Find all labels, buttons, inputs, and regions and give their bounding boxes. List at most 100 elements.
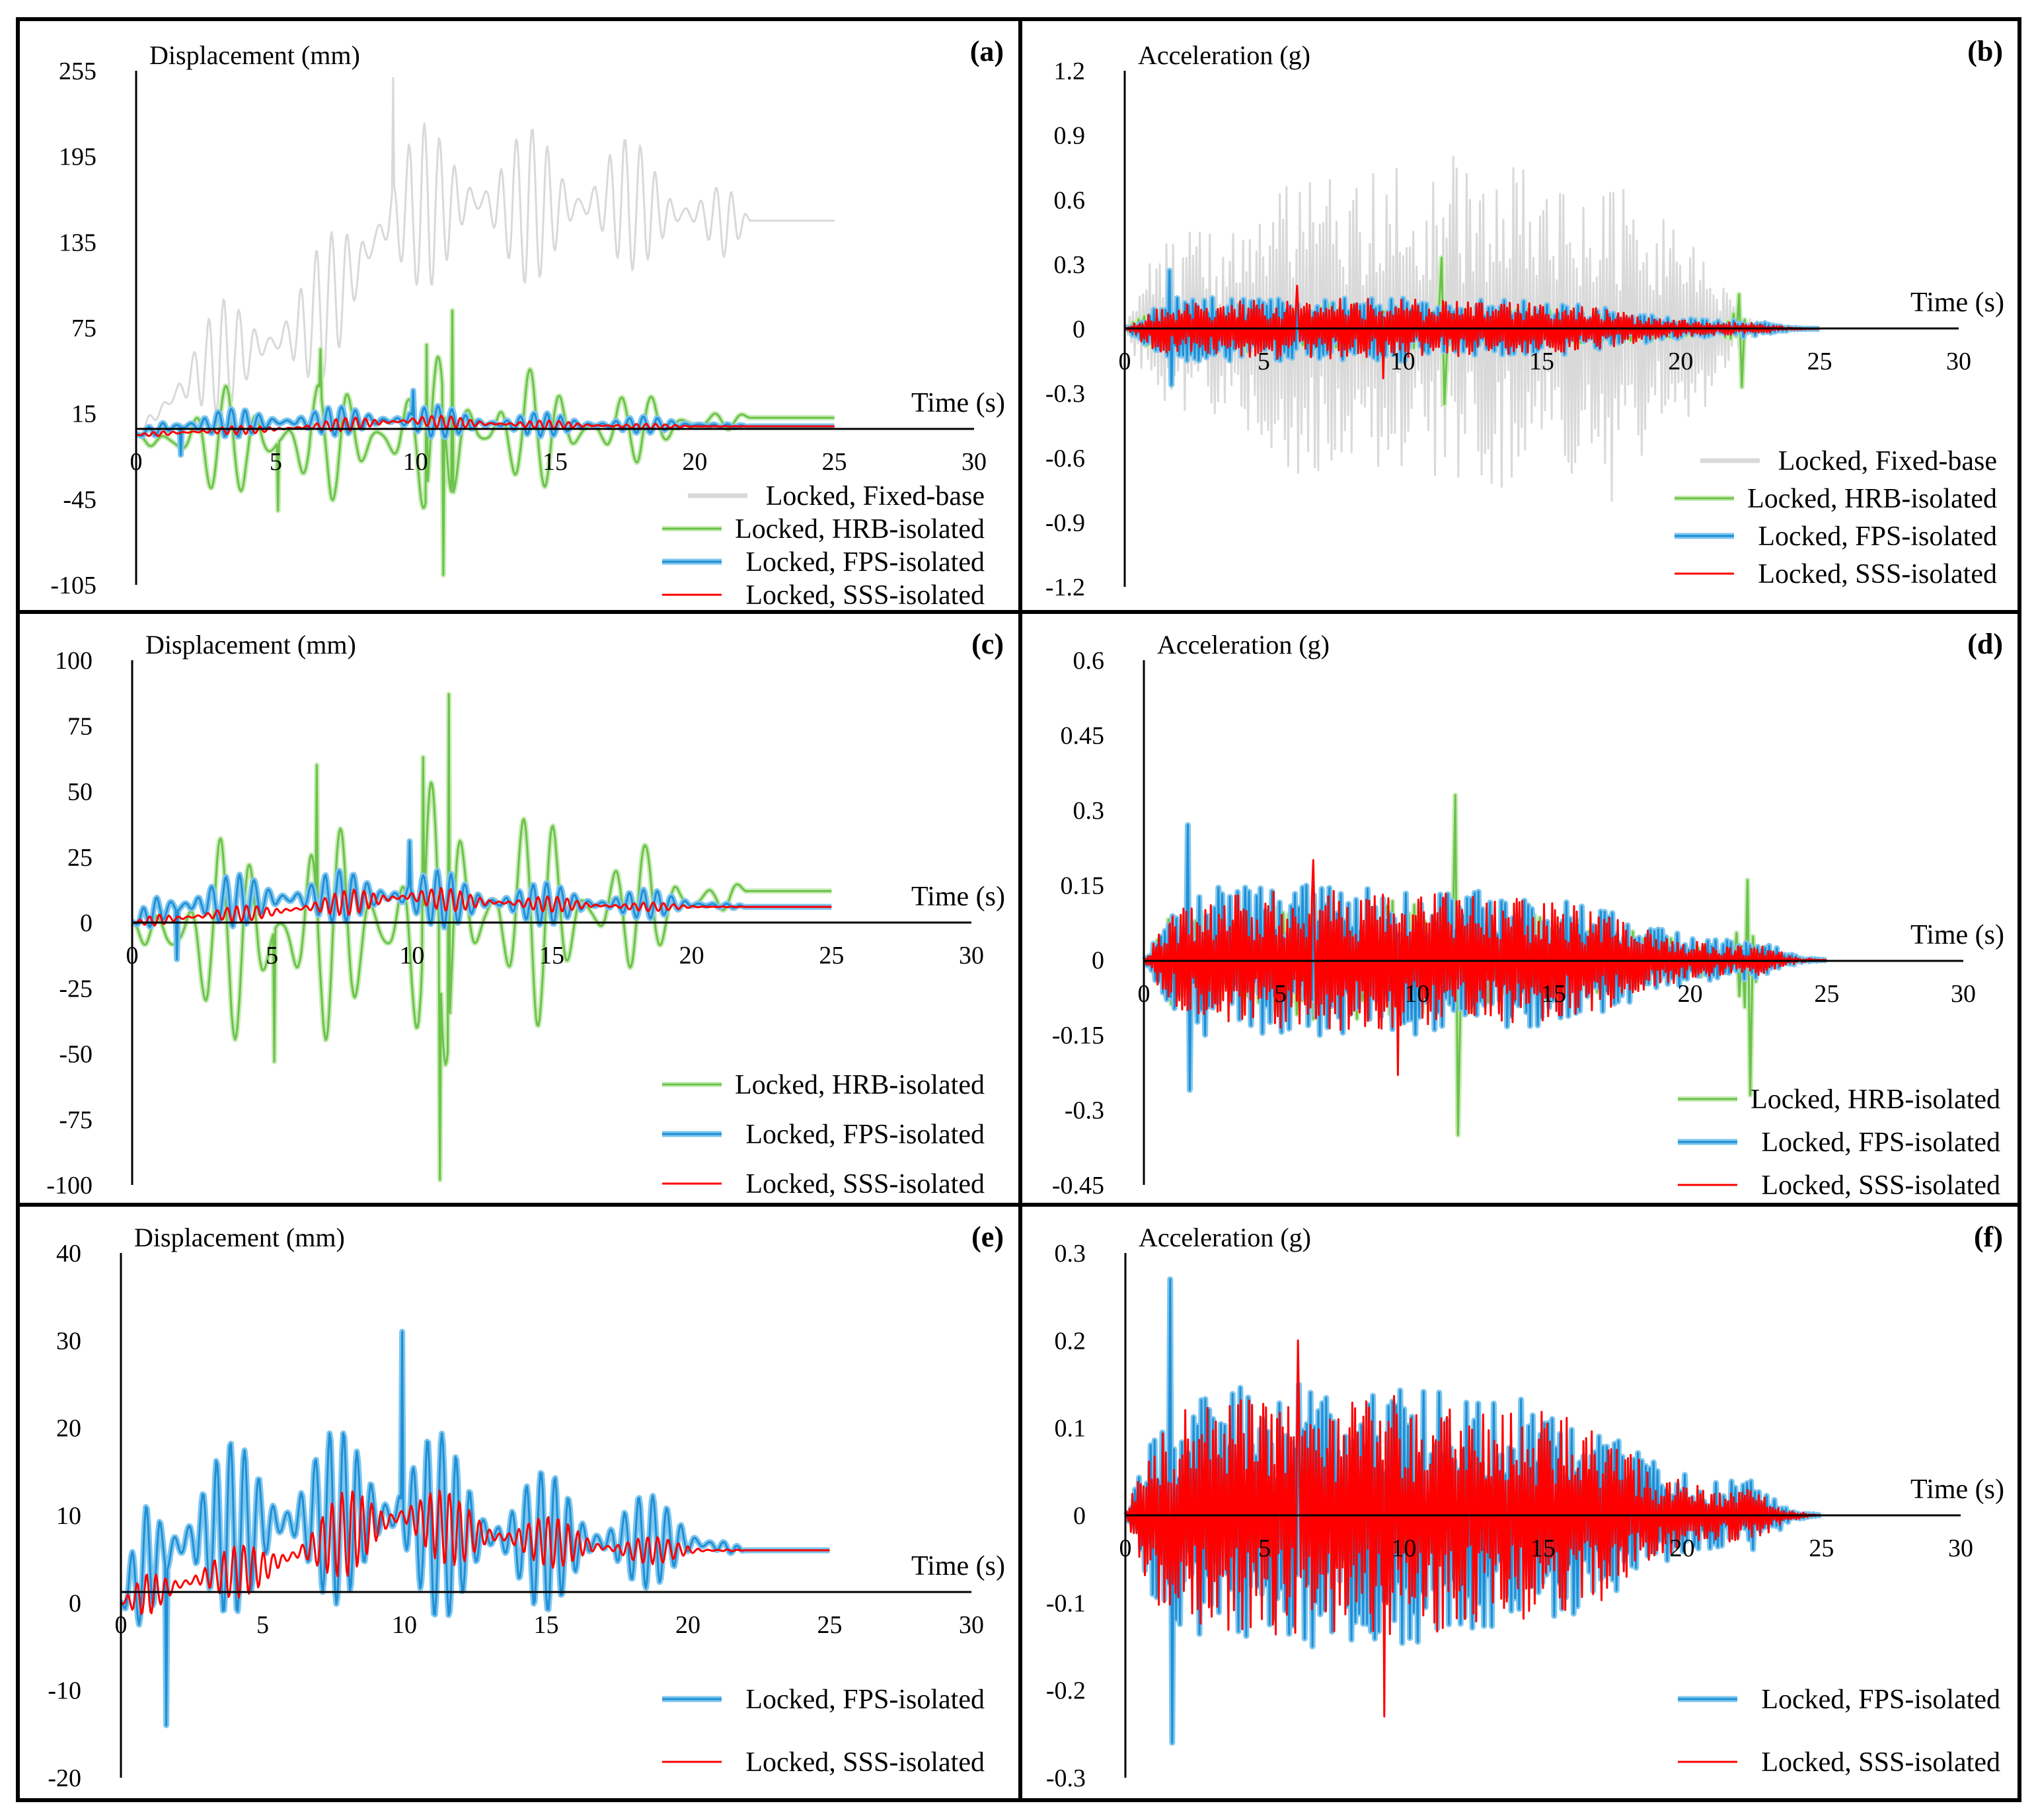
- series-halo: [134, 308, 836, 578]
- y-tick-label: 75: [67, 712, 93, 740]
- legend-label: Locked, FPS-isolated: [745, 547, 985, 578]
- y-tick-label: 50: [67, 778, 93, 806]
- panel-label: (b): [1967, 35, 2003, 67]
- chart-d: 0.6 0.45 0.3 0.15 0 -0.15 -0.3 -0.45 0 5 10 15 20 25 3…: [1052, 628, 2004, 1201]
- y-tick-label: 0.2: [1055, 1327, 1086, 1355]
- legend-item-hrb: Locked, HRB-isolated: [1678, 1084, 2000, 1115]
- y-tick-label: -100: [46, 1172, 93, 1199]
- panel-a: 255 195 135 75 15 -45 -105 0 5 10 15 20 25 30 Displace…: [16, 17, 1022, 614]
- y-tick-label: 1.2: [1054, 57, 1086, 85]
- y-tick-label: 0.15: [1061, 872, 1105, 899]
- chart-e: 40 30 20 10 0 -10 -20 0 5 10 15 20 25 30 Displacement …: [48, 1221, 1005, 1792]
- series-sss-c: [132, 887, 832, 927]
- legend-label: Locked, FPS-isolated: [1761, 1127, 2000, 1158]
- y-tick-label: -45: [63, 486, 96, 513]
- x-tick-label: 25: [1814, 980, 1839, 1008]
- y-tick-label: -20: [48, 1764, 81, 1792]
- y-axis-title: Displacement (mm): [134, 1223, 345, 1252]
- series-hrb-c: [130, 691, 833, 1183]
- series-line: [135, 309, 835, 576]
- panel-c: 100 75 50 25 0 -25 -50 -75 -100 0 5 10 15 20 25 30 Displ…: [16, 610, 1022, 1207]
- series-fps-a: [134, 387, 837, 458]
- y-tick-label: 195: [59, 143, 96, 171]
- series-line: [132, 693, 832, 1181]
- x-tick-label: 20: [1670, 1535, 1695, 1562]
- x-tick-label: 30: [959, 1611, 984, 1639]
- y-tick-label: 135: [59, 229, 96, 256]
- series-line: [135, 77, 835, 436]
- y-tick-label: -0.1: [1046, 1589, 1086, 1617]
- legend-label: Locked, FPS-isolated: [1758, 521, 1997, 552]
- chart-c: 100 75 50 25 0 -25 -50 -75 -100 0 5 10 15 20 25 30 Displ…: [46, 628, 1005, 1199]
- panel-label: (f): [1974, 1221, 2003, 1253]
- legend-label: Locked, HRB-isolated: [1751, 1084, 2000, 1115]
- series-line: [132, 887, 832, 927]
- y-tick-label: -0.3: [1046, 1764, 1086, 1792]
- legend-item-fps: Locked, FPS-isolated: [1678, 1685, 2000, 1715]
- x-tick-label: 20: [1668, 348, 1693, 375]
- x-tick-label: 25: [819, 942, 844, 969]
- x-tick-label: 15: [539, 942, 564, 969]
- y-tick-label: 25: [67, 844, 93, 872]
- panel-b: 1.2 0.9 0.6 0.3 0 -0.3 -0.6 -0.9 -1.2 0 5 10 15 20 25 3…: [1018, 17, 2021, 614]
- legend-item-fixed: Locked, Fixed-base: [688, 481, 985, 512]
- legend-label: Locked, HRB-isolated: [735, 1070, 985, 1100]
- x-tick-label: 5: [256, 1611, 269, 1639]
- y-tick-label: 0.9: [1054, 122, 1086, 150]
- legend-label: Locked, Fixed-base: [766, 481, 985, 512]
- y-tick-label: -0.3: [1045, 380, 1085, 408]
- legend-label: Locked, FPS-isolated: [1761, 1685, 2000, 1715]
- x-tick-label: 5: [1258, 348, 1270, 375]
- panel-label: (e): [971, 1221, 1004, 1253]
- legend-item-sss: Locked, SSS-isolated: [1678, 1747, 2000, 1778]
- y-tick-label: 75: [71, 315, 96, 342]
- x-tick-label: 25: [822, 448, 847, 476]
- x-axis-title: Time (s): [1910, 287, 2004, 318]
- x-tick-label: 30: [1948, 1535, 1973, 1562]
- x-tick-label: 10: [392, 1611, 417, 1639]
- legend-item-fps: Locked, FPS-isolated: [1678, 1127, 2000, 1158]
- y-tick-label: 255: [59, 57, 96, 85]
- x-tick-label: 20: [679, 942, 704, 969]
- legend-item-fixed: Locked, Fixed-base: [1700, 446, 1997, 476]
- chart-f: 0.3 0.2 0.1 0 -0.1 -0.2 -0.3 0 5 10 15 20 25 30 Accele…: [1046, 1221, 2004, 1792]
- legend-item-hrb: Locked, HRB-isolated: [662, 514, 985, 545]
- x-tick-label: 15: [1530, 1535, 1556, 1562]
- x-tick-label: 20: [1678, 980, 1703, 1008]
- y-tick-label: 0.3: [1055, 1240, 1086, 1268]
- x-tick-label: 15: [543, 448, 568, 476]
- x-tick-label: 25: [1807, 348, 1832, 375]
- y-tick-label: 40: [56, 1240, 81, 1268]
- y-axis-title: Acceleration (g): [1138, 40, 1310, 70]
- x-axis-title: Time (s): [911, 1551, 1005, 1581]
- x-tick-label: 20: [675, 1611, 700, 1639]
- y-tick-label: -0.9: [1045, 509, 1085, 537]
- y-tick-label: 15: [71, 400, 96, 428]
- y-tick-label: 20: [56, 1415, 81, 1443]
- x-tick-label: 5: [1274, 980, 1287, 1008]
- legend-item-sss: Locked, SSS-isolated: [662, 1747, 985, 1778]
- x-tick-label: 0: [115, 1611, 128, 1639]
- x-tick-label: 5: [266, 942, 278, 969]
- x-tick-label: 10: [1404, 980, 1429, 1008]
- legend-label: Locked, Fixed-base: [1778, 446, 1997, 476]
- legend-item-fps: Locked, FPS-isolated: [662, 1119, 985, 1150]
- y-tick-label: 0: [69, 1589, 81, 1617]
- series-sss-e: [120, 1489, 830, 1615]
- panel-label: (d): [1967, 628, 2003, 660]
- series-hrb-a: [134, 308, 836, 578]
- x-tick-label: 15: [1541, 980, 1566, 1008]
- legend-item-sss: Locked, SSS-isolated: [662, 1169, 985, 1199]
- legend-item-hrb: Locked, HRB-isolated: [1675, 484, 1997, 514]
- legend-item-sss: Locked, SSS-isolated: [1678, 1170, 2000, 1201]
- y-axis-title: Displacement (mm): [149, 40, 360, 70]
- legend-item-sss: Locked, SSS-isolated: [662, 580, 985, 610]
- series-halo: [134, 387, 837, 458]
- panel-e: 40 30 20 10 0 -10 -20 0 5 10 15 20 25 30 Displacement …: [16, 1203, 1022, 1802]
- x-tick-label: 0: [1119, 348, 1131, 375]
- legend-label: Locked, HRB-isolated: [1747, 484, 1997, 514]
- x-tick-label: 0: [1119, 1535, 1132, 1562]
- legend-label: Locked, SSS-isolated: [1758, 559, 1997, 589]
- y-tick-label: 0.3: [1054, 251, 1086, 279]
